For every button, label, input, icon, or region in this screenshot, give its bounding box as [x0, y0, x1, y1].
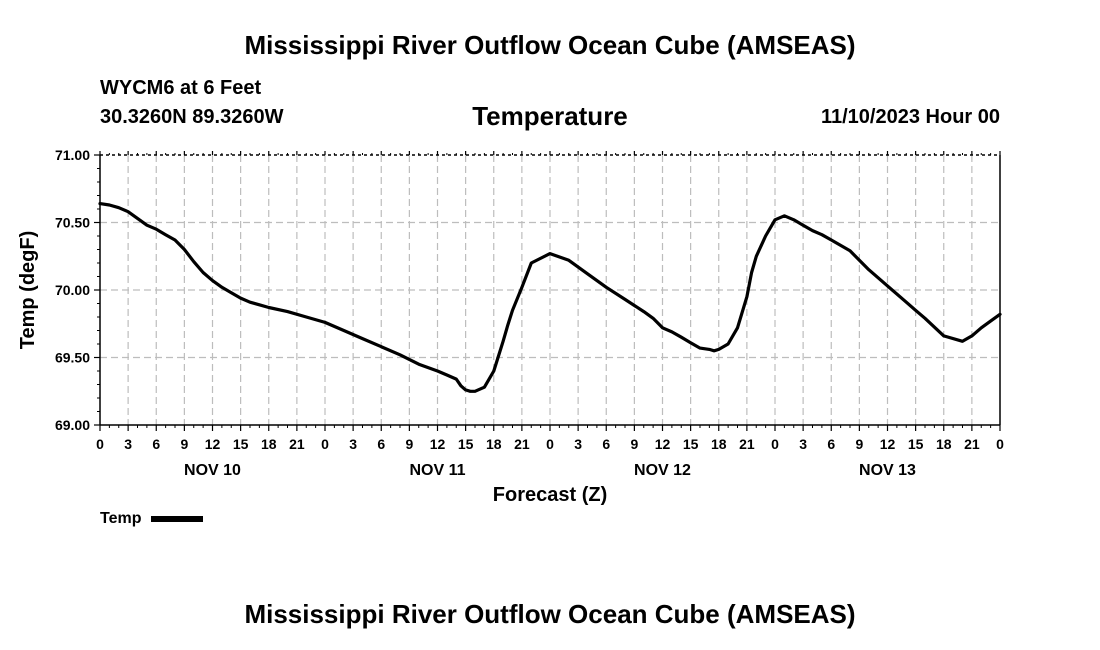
x-tick-label: 18	[261, 436, 277, 452]
x-day-label: NOV 10	[184, 462, 241, 479]
x-tick-label: 3	[124, 436, 132, 452]
x-tick-label: 6	[827, 436, 835, 452]
footer-title: Mississippi River Outflow Ocean Cube (AM…	[244, 599, 856, 629]
x-tick-label: 12	[205, 436, 221, 452]
station-coordinates: 30.3260N 89.3260W	[100, 106, 284, 128]
x-axis-label: Forecast (Z)	[493, 484, 607, 506]
x-tick-label: 9	[855, 436, 863, 452]
x-tick-label: 0	[771, 436, 779, 452]
x-tick-label: 3	[574, 436, 582, 452]
temp-series-line	[98, 202, 1002, 393]
station-label: WYCM6 at 6 Feet	[100, 77, 262, 99]
x-tick-label: 18	[711, 436, 727, 452]
y-tick-label: 71.00	[55, 147, 90, 163]
x-tick-label: 12	[880, 436, 896, 452]
x-tick-label: 15	[908, 436, 924, 452]
variable-title: Temperature	[472, 101, 628, 131]
x-tick-label: 12	[430, 436, 446, 452]
legend-label: Temp	[100, 510, 142, 527]
y-tick-label: 70.50	[55, 215, 90, 231]
x-day-label: NOV 13	[859, 462, 916, 479]
y-axis-label: Temp (degF)	[17, 231, 39, 350]
x-day-label: NOV 12	[634, 462, 691, 479]
x-tick-label: 0	[996, 436, 1004, 452]
forecast-run-time: 11/10/2023 Hour 00	[820, 106, 1000, 128]
x-tick-label: 21	[964, 436, 980, 452]
x-tick-label: 6	[152, 436, 160, 452]
x-tick-label: 21	[289, 436, 305, 452]
y-tick-label: 70.00	[55, 282, 90, 298]
x-tick-label: 6	[377, 436, 385, 452]
x-tick-label: 9	[180, 436, 188, 452]
x-tick-label: 12	[655, 436, 671, 452]
x-tick-label: 0	[321, 436, 329, 452]
x-tick-label: 0	[546, 436, 554, 452]
x-tick-label: 21	[514, 436, 530, 452]
x-tick-label: 3	[799, 436, 807, 452]
x-tick-label: 3	[349, 436, 357, 452]
x-tick-label: 15	[683, 436, 699, 452]
legend-line-swatch	[151, 516, 204, 522]
x-day-label: NOV 11	[409, 462, 465, 479]
x-tick-label: 9	[630, 436, 638, 452]
x-tick-label: 18	[486, 436, 502, 452]
x-tick-label: 18	[936, 436, 952, 452]
y-tick-label: 69.00	[55, 417, 90, 433]
x-tick-label: 21	[739, 436, 755, 452]
x-tick-label: 15	[458, 436, 474, 452]
x-tick-label: 0	[96, 436, 104, 452]
x-tick-label: 15	[233, 436, 249, 452]
x-tick-label: 9	[405, 436, 413, 452]
legend: Temp	[100, 510, 204, 528]
y-tick-label: 69.50	[55, 350, 90, 366]
x-tick-label: 6	[602, 436, 610, 452]
chart-title: Mississippi River Outflow Ocean Cube (AM…	[244, 30, 856, 60]
